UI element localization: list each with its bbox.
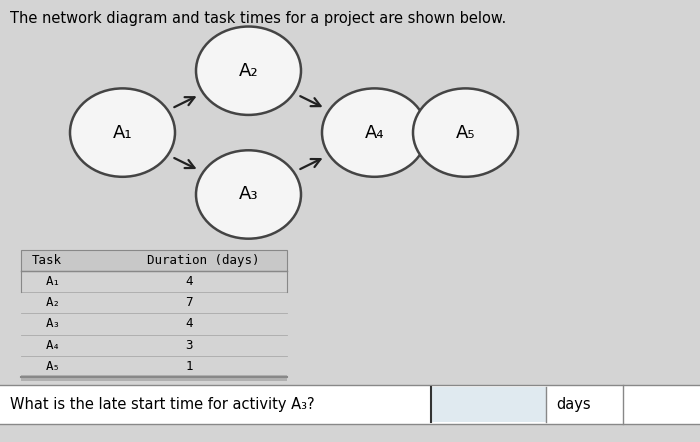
- Text: A₁: A₁: [46, 275, 60, 288]
- Text: 4: 4: [186, 317, 193, 331]
- Text: Duration (days): Duration (days): [147, 254, 260, 267]
- Text: A₂: A₂: [46, 296, 60, 309]
- Text: days: days: [556, 397, 591, 412]
- Text: 3: 3: [186, 339, 193, 352]
- Ellipse shape: [70, 88, 175, 177]
- Text: A₅: A₅: [46, 360, 60, 373]
- Text: A₃: A₃: [46, 317, 60, 331]
- Ellipse shape: [196, 150, 301, 239]
- Bar: [0, 385, 700, 424]
- Text: A₁: A₁: [113, 124, 132, 141]
- Text: 1: 1: [186, 360, 193, 373]
- Text: 4: 4: [186, 275, 193, 288]
- Text: A₅: A₅: [456, 124, 475, 141]
- Ellipse shape: [413, 88, 518, 177]
- Bar: [21, 375, 287, 381]
- Ellipse shape: [322, 88, 427, 177]
- Text: A₂: A₂: [239, 62, 258, 80]
- Text: A₄: A₄: [365, 124, 384, 141]
- Text: 7: 7: [186, 296, 193, 309]
- Bar: [21, 250, 287, 271]
- Bar: [430, 387, 546, 422]
- Text: A₃: A₃: [239, 186, 258, 203]
- Ellipse shape: [196, 27, 301, 115]
- Text: Task: Task: [32, 254, 62, 267]
- Text: A₄: A₄: [46, 339, 60, 352]
- Text: The network diagram and task times for a project are shown below.: The network diagram and task times for a…: [10, 11, 507, 26]
- Text: What is the late start time for activity A₃?: What is the late start time for activity…: [10, 397, 315, 412]
